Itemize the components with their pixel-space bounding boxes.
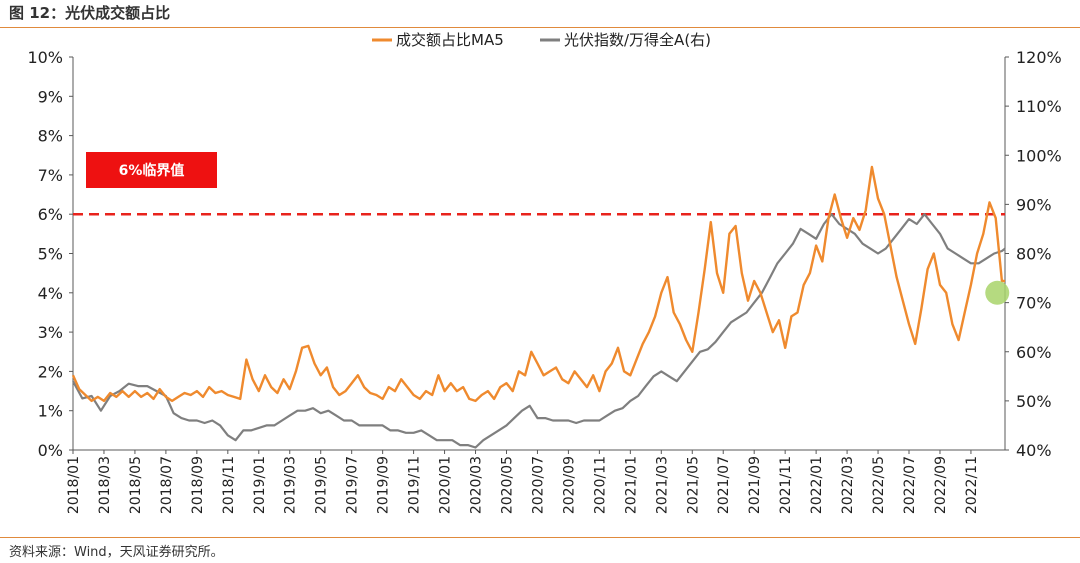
x-tick-label: 2022/09	[933, 456, 949, 514]
right-tick-label: 40%	[1016, 441, 1052, 460]
x-tick-label: 2022/05	[871, 456, 887, 514]
x-tick-label: 2019/01	[252, 456, 268, 514]
legend-label-series2: 光伏指数/万得全A(右)	[564, 31, 711, 49]
left-tick-label: 9%	[38, 87, 63, 106]
threshold-label: 6%临界值	[119, 162, 185, 179]
x-tick-label: 2019/11	[407, 456, 423, 514]
x-tick-label: 2020/09	[561, 456, 577, 514]
right-tick-label: 80%	[1016, 245, 1052, 264]
series-layer	[71, 165, 1006, 449]
right-tick-label: 100%	[1016, 146, 1062, 165]
left-tick-label: 0%	[38, 441, 63, 460]
x-tick-label: 2018/05	[128, 456, 144, 514]
x-tick-label: 2018/01	[66, 456, 82, 514]
x-tick-label: 2019/07	[345, 456, 361, 514]
right-tick-label: 70%	[1016, 294, 1052, 313]
x-tick-label: 2022/11	[964, 456, 980, 514]
threshold-label-box	[86, 152, 217, 188]
left-axis: 0% 1% 2% 3% 4% 5% 6% 7% 8% 9% 10%	[27, 48, 74, 460]
x-tick-label: 2019/05	[314, 456, 330, 514]
left-tick-label: 1%	[38, 402, 63, 421]
legend: 成交额占比MA5 光伏指数/万得全A(右)	[372, 31, 711, 49]
right-tick-label: 110%	[1016, 97, 1062, 116]
x-tick-label: 2022/07	[902, 456, 918, 514]
x-tick-label: 2021/11	[778, 456, 794, 514]
x-tick-label: 2019/03	[283, 456, 299, 514]
x-tick-label: 2021/05	[685, 456, 701, 514]
legend-label-series1: 成交额占比MA5	[396, 31, 504, 49]
bottom-divider	[0, 537, 1080, 538]
x-tick-label: 2021/01	[623, 456, 639, 514]
highlight-marker	[985, 280, 1010, 305]
x-tick-label: 2020/05	[499, 456, 515, 514]
x-tick-label: 2018/09	[190, 456, 206, 514]
x-tick-label: 2018/11	[221, 456, 237, 514]
right-tick-label: 60%	[1016, 343, 1052, 362]
x-tick-label: 2022/03	[840, 456, 856, 514]
source-note: 资料来源：Wind，天风证券研究所。	[9, 545, 224, 560]
right-tick-label: 90%	[1016, 195, 1052, 214]
x-tick-label: 2021/07	[716, 456, 732, 514]
x-tick-label: 2018/07	[159, 456, 175, 514]
x-tick-label: 2020/11	[592, 456, 608, 514]
left-tick-label: 10%	[27, 48, 63, 67]
figure-title: 图 12：光伏成交额占比	[9, 4, 171, 22]
right-tick-label: 120%	[1016, 48, 1062, 67]
left-tick-label: 6%	[38, 205, 63, 224]
x-tick-label: 2022/01	[809, 456, 825, 514]
x-tick-label: 2019/09	[376, 456, 392, 514]
x-tick-label: 2018/03	[97, 456, 113, 514]
series-line-ma5	[71, 165, 1005, 403]
x-tick-label: 2021/03	[654, 456, 670, 514]
x-axis: 2018/01 2018/03 2018/05 2018/07 2018/09 2018/…	[66, 449, 1005, 514]
top-divider	[0, 27, 1080, 28]
x-tick-label: 2020/01	[438, 456, 454, 514]
left-tick-label: 7%	[38, 166, 63, 185]
x-tick-label: 2020/07	[530, 456, 546, 514]
x-tick-label: 2020/03	[469, 456, 485, 514]
right-tick-label: 50%	[1016, 392, 1052, 411]
threshold-annotation: 6%临界值	[86, 152, 217, 188]
series-line-ratio	[72, 213, 1006, 449]
left-tick-label: 8%	[38, 127, 63, 146]
right-axis: 40% 50% 60% 70% 80% 90% 100% 110% 120%	[1004, 48, 1062, 460]
left-tick-label: 4%	[38, 284, 63, 303]
x-tick-label: 2021/09	[747, 456, 763, 514]
left-tick-label: 3%	[38, 323, 63, 342]
left-tick-label: 5%	[38, 245, 63, 264]
left-tick-label: 2%	[38, 362, 63, 381]
chart: 0% 1% 2% 3% 4% 5% 6% 7% 8% 9% 10% 40% 50% 60% 70% 80% 9…	[27, 31, 1062, 514]
